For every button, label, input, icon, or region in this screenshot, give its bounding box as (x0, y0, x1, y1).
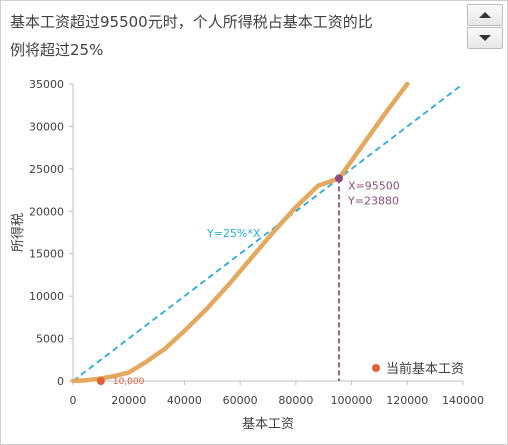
y-tick-label: 35000 (29, 78, 64, 91)
y-tick-label: 0 (57, 375, 64, 388)
y-tick-label: 20000 (29, 205, 64, 218)
x-tick-label: 80000 (278, 394, 313, 407)
current-salary-point (96, 377, 105, 385)
y-axis-title: 所得税 (10, 213, 26, 252)
reference-line (72, 83, 464, 382)
reference-line-label: Y=25%*X (206, 227, 261, 240)
x-tick-label: 120000 (386, 394, 428, 407)
chart-title-line-1: 基本工资超过95500元时，个人所得税占基本工资的比 (10, 13, 373, 31)
spin-down-button[interactable] (467, 27, 503, 49)
x-tick-label: 20000 (111, 394, 146, 407)
x-tick-label: 100000 (331, 394, 373, 407)
spin-up-button[interactable] (467, 4, 503, 26)
legend-label: 当前基本工资 (386, 361, 464, 377)
legend-marker (372, 364, 380, 372)
intersection-point (335, 174, 344, 183)
chart-marks (70, 81, 464, 385)
y-tick-label: 5000 (36, 333, 64, 346)
x-tick-label: 40000 (167, 394, 202, 407)
chart-title-line-2: 例将超过25% (10, 41, 104, 59)
y-tick-label: 25000 (29, 163, 64, 176)
chart-title: 基本工资超过95500元时，个人所得税占基本工资的比 例将超过25% (10, 8, 450, 64)
chart-ticks: 0 5000 10000 15000 20000 25000 30000 35000 0 2000… (29, 78, 484, 407)
x-tick-label: 140000 (442, 394, 484, 407)
intersection-x-label: X=95500 (348, 179, 400, 192)
x-tick-label: 0 (70, 394, 77, 407)
x-axis-title: 基本工资 (242, 417, 294, 432)
tax-curve (70, 81, 410, 384)
chevron-down-icon (479, 35, 491, 41)
y-tick-label: 30000 (29, 120, 64, 133)
chevron-up-icon (479, 12, 491, 18)
current-point-label: 10,000 (113, 377, 145, 387)
chart-legend: 当前基本工资 (372, 361, 464, 377)
x-tick-label: 60000 (223, 394, 258, 407)
chart-axes (69, 83, 464, 385)
y-tick-label: 10000 (29, 290, 64, 303)
y-tick-label: 15000 (29, 248, 64, 261)
intersection-y-label: Y=23880 (347, 194, 399, 207)
